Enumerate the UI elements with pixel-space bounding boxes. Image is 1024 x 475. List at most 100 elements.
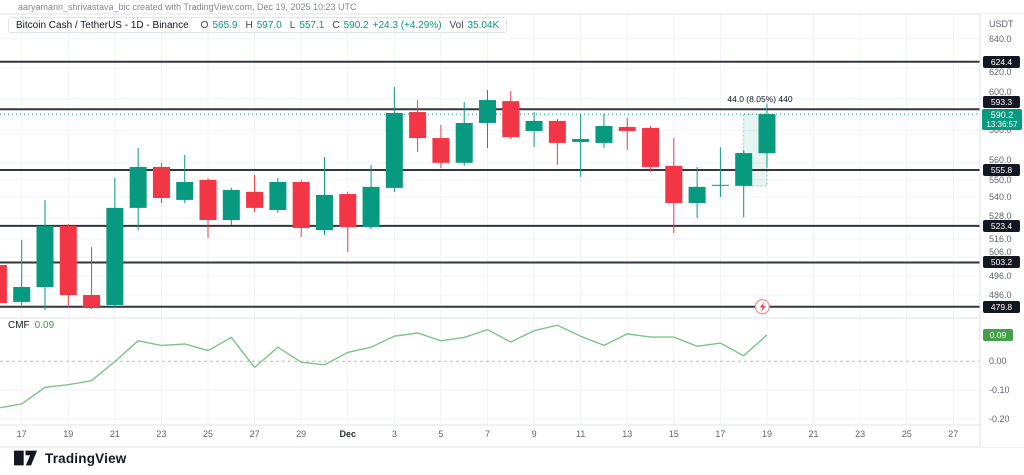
price-tick-label: 528.0 [989,210,1012,221]
indicator-tick-label: 0.00 [989,356,1007,367]
candle-nov-17 [13,239,31,307]
time-axis-label: 23 [156,429,167,439]
candle-dec-3 [385,87,403,192]
candle-body [688,186,706,204]
candle-body [385,113,403,188]
price-tick-label: 640.0 [989,33,1012,44]
candle-body [129,166,147,208]
candle-dec-13 [618,118,636,150]
candle-body [735,153,753,186]
candle-nov-28 [269,177,287,213]
candle-nov-27 [246,174,264,212]
candle-body [362,186,380,228]
time-axis-label: 25 [203,429,214,439]
price-axis[interactable]: USDT 624.4 593.3 555.8 523.4 503.2 479.8 640.0… [981,14,1024,447]
time-axis-label: 23 [855,429,866,439]
candle-body [711,184,729,186]
candle-body [665,165,683,204]
candle-dec-2 [362,164,380,230]
price-tick-label: 620.0 [989,66,1012,77]
indicator-name[interactable]: CMF [8,320,30,331]
candle-nov-26 [222,187,240,225]
time-axis-label: 19 [63,429,74,439]
price-tick-label: 496.0 [989,270,1012,281]
candle-nov-18 [36,199,54,311]
hline-price-label: 479.8 [983,300,1020,313]
candle-body [199,179,217,220]
time-axis-label: 15 [668,429,679,439]
candle-dec-7 [479,89,496,148]
low-label: L [289,19,296,31]
last-price-value: 590.2 [990,109,1014,120]
price-tick-label: 580.0 [989,125,1012,136]
candle-body [83,295,101,307]
candle-dec-17 [711,147,729,197]
indicator-legend[interactable]: CMF 0.09 [8,320,54,331]
candle-body [222,189,240,220]
candle-nov-29 [292,179,310,237]
candle-nov-30 [315,157,333,235]
symbol-title[interactable]: Bitcoin Cash / TetherUS - 1D - Binance [16,19,189,31]
indicator-tick-label: -0.20 [989,414,1010,424]
alert-bolt-icon [759,302,766,312]
candle-body [315,194,333,231]
candle-body [152,166,170,199]
candle-body [106,207,124,306]
candle-body [176,181,194,200]
price-tick-label: 516.0 [989,234,1012,245]
time-axis-label: 27 [249,429,260,439]
change-value: +24.3 (+4.29%) [372,19,442,31]
volume-label: Vol [449,19,464,31]
high-label: H [245,19,253,31]
candle-body [758,114,776,154]
candle-dec-1 [339,191,357,252]
candle-body [618,126,636,131]
candle-body [409,112,427,139]
candle-dec-19 [758,103,776,168]
tradingview-logo-text: TradingView [45,450,127,466]
candle-body [13,287,31,302]
symbol-legend[interactable]: Bitcoin Cash / TetherUS - 1D - Binance O… [8,17,508,33]
time-axis-label: 11 [575,429,586,439]
candle-dec-11 [572,113,590,177]
time-axis-label: 27 [948,429,959,439]
candle-body [548,120,566,143]
candle-dec-18 [735,149,753,218]
candle-dec-16 [688,166,706,219]
open-value: 565.9 [212,19,238,31]
time-axis-label: 13 [622,429,633,439]
candle-dec-14 [642,126,660,172]
candle-body [525,120,543,131]
axis-currency-label: USDT [989,19,1014,29]
price-tick-label: 506.0 [989,247,1012,258]
candle-body [36,226,54,288]
hline-price-label: 523.4 [983,219,1020,232]
hline-price-label: 555.8 [983,163,1020,176]
time-axis-label: 21 [109,429,120,439]
candle-dec-9 [525,112,543,147]
time-axis-label: 9 [531,429,537,439]
candle-body [455,122,473,163]
candle-nov-19 [59,224,77,308]
candle-dec-8 [502,91,520,140]
time-axis[interactable]: 17 19 21 23 25 27 29 Dec 3 5 7 9 11 13 15 17 19 21 23 25 27 [0,426,980,446]
candle-dec-6 [455,102,473,166]
candle-body [0,265,7,304]
candle-body [339,194,357,228]
tradingview-logo-icon [14,450,38,466]
candle-body [246,191,264,208]
high-value: 597.0 [256,19,282,31]
price-tick-label: 540.0 [989,191,1012,202]
chart-content [0,14,980,425]
candle-dec-12 [595,113,613,148]
candle-body [59,226,77,296]
open-label: O [200,19,209,31]
candle-body [595,126,613,143]
candle-nov-16 [0,265,7,304]
price-range-label: 44.0 (8.05%) 440 [727,94,793,104]
close-value: 590.2 [343,19,369,31]
price-tick-label: 550.0 [989,174,1012,185]
candle-body [502,101,520,138]
